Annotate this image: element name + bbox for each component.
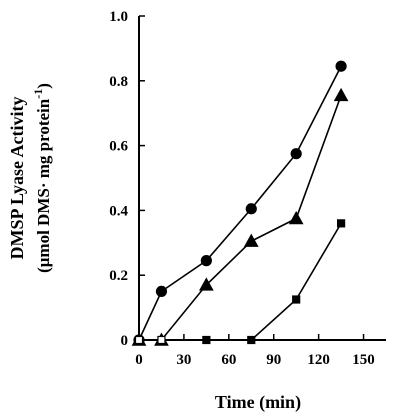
data-point-square <box>202 335 211 345</box>
y-tick-label: 0.6 <box>109 139 128 155</box>
x-tick-label: 60 <box>221 352 236 368</box>
data-point-triangle <box>288 210 304 225</box>
axes <box>138 16 386 341</box>
x-axis-title: Time (min) <box>215 392 301 413</box>
data-point-circle <box>245 203 257 215</box>
data-point-circle <box>335 60 347 72</box>
data-point-square <box>247 335 256 345</box>
data-point-square <box>157 335 166 345</box>
x-tick-label: 150 <box>352 352 375 368</box>
series-markers <box>131 60 349 346</box>
series-line-circle <box>138 65 342 341</box>
series-line-square <box>139 222 342 341</box>
data-point-triangle <box>243 233 259 247</box>
x-tick-label: 30 <box>176 352 191 368</box>
x-tick-label: 120 <box>307 352 330 368</box>
data-point-square <box>134 335 144 345</box>
data-point-triangle <box>333 87 349 102</box>
y-tick-label: 0 <box>121 333 129 349</box>
y-axis-title: DMSP Lyase Activity <box>7 97 27 260</box>
y-axis-unit-superscript: -1 <box>31 89 45 99</box>
series-line-triangle <box>139 95 342 341</box>
y-ticks: 0 0.2 0.4 0.6 0.8 1.0 <box>109 9 145 349</box>
data-point-circle <box>200 255 212 267</box>
y-tick-label: 1.0 <box>109 9 128 25</box>
data-point-triangle <box>199 277 214 291</box>
x-ticks: 0 30 60 90 120 150 <box>135 334 375 368</box>
data-point-circle <box>155 285 168 297</box>
x-tick-label: 90 <box>266 352 281 368</box>
series-lines <box>138 65 342 341</box>
data-point-circle <box>290 148 302 160</box>
y-tick-label: 0.4 <box>109 203 128 219</box>
y-axis-unit-close: ) <box>34 83 53 89</box>
y-axis-unit-main: (μmol DMS· mg protein <box>34 98 53 273</box>
x-tick-label: 0 <box>135 352 143 368</box>
data-point-square <box>336 219 346 228</box>
y-tick-label: 0.8 <box>109 74 128 90</box>
y-tick-label: 0.2 <box>109 268 128 284</box>
data-point-square <box>292 295 301 304</box>
y-axis-unit: (μmol DMS· mg protein-1) <box>31 83 53 273</box>
